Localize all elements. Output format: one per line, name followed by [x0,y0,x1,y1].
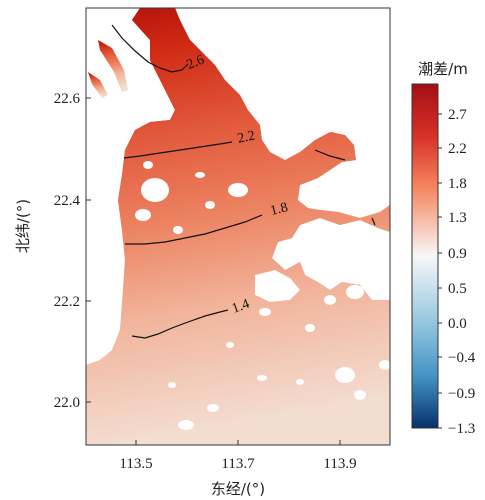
contour-2.6-line [111,24,189,73]
colorbar-tick-label: 2.2 [448,141,467,157]
colorbar-tick-label: −0.9 [448,386,475,402]
contour-label-1.4: 1.4 [230,297,252,317]
contour-label-2.2: 2.2 [236,128,256,146]
contour-1.8-line [125,214,263,245]
colorbar-title: 潮差/m [418,60,468,78]
y-tick-label: 22.0 [54,395,80,411]
x-axis-title: 东经/(°) [211,480,265,498]
channel-north-a [86,8,390,445]
contour-lines [111,24,376,339]
land-northwest [86,8,175,365]
colorbar-gradient [411,83,439,429]
colorbar-tick-marks [438,113,442,429]
colorbar-tick-label: 1.3 [448,210,467,226]
y-tick-label: 22.4 [54,193,81,209]
colorbar-tick-label: −0.4 [448,350,476,366]
contour-2.2-line-east [314,149,346,161]
y-tick-label: 22.6 [54,91,81,107]
colorbar-tick-label: −1.3 [448,421,475,437]
contour-label-1.8: 1.8 [269,200,290,219]
land-lantau [255,270,300,302]
land-east-islands [272,218,390,300]
y-tick-marks [86,97,91,403]
small-islands [135,161,390,430]
x-tick-label: 113.9 [323,456,356,472]
x-tick-label: 113.7 [221,456,255,472]
colorbar: 潮差/m 2.7 2.2 1.8 1.3 0.9 0.5 0.0 −0.4 −0… [411,60,476,437]
land-northeast [175,8,390,218]
land-masses [86,8,390,365]
contour-1.4-line [131,309,229,339]
colorbar-tick-label: 0.0 [448,316,467,332]
contour-1.8-line-east [371,217,376,226]
colorbar-tick-label: 1.8 [448,176,467,192]
contour-2.2-line [123,141,233,159]
y-axis-title: 北纬/(°) [14,199,32,253]
x-tick-marks [135,440,341,445]
river-channels [86,8,390,445]
contour-label-2.6: 2.6 [185,53,207,73]
map-area: 2.6 2.2 1.8 1.4 [86,8,390,445]
channel-narrow-1 [98,40,128,92]
y-tick-label: 22.2 [54,294,80,310]
colorbar-tick-label: 2.7 [448,107,467,123]
x-tick-label: 113.5 [119,456,152,472]
colorbar-tick-label: 0.9 [448,246,467,262]
channel-narrow-2 [88,72,108,98]
colorbar-tick-label: 0.5 [448,281,467,297]
